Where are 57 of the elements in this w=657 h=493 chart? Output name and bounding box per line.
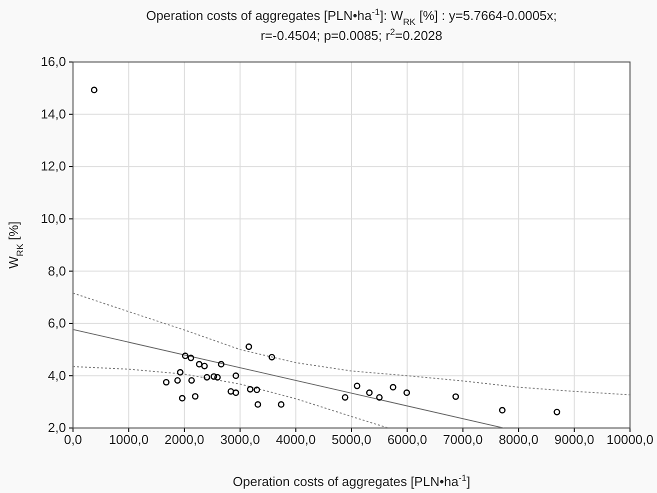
x-tick-label: 10000,0 bbox=[606, 432, 654, 448]
point bbox=[498, 406, 506, 414]
point bbox=[201, 362, 208, 370]
x-tick-label: 5000,0 bbox=[332, 432, 372, 448]
point bbox=[210, 373, 218, 380]
chart-title: Operation costs of aggregates [PLN•ha$^{-1}$]: W$_{RK}$ [%] : y=5.7664-0.0005x; bbox=[146, 7, 557, 27]
x-tick-label: 0,0 bbox=[64, 432, 82, 448]
x-tick-label: 7000,0 bbox=[443, 432, 483, 448]
point bbox=[246, 386, 254, 393]
point bbox=[366, 389, 373, 396]
point bbox=[192, 393, 198, 400]
x-tick-label: 3000,0 bbox=[220, 432, 260, 448]
point bbox=[178, 394, 186, 402]
x-tick-label: 8000,0 bbox=[498, 432, 538, 448]
x-tick-label: 2000,0 bbox=[164, 432, 204, 448]
point bbox=[232, 389, 240, 396]
y-tick-label: 4,0 bbox=[48, 368, 66, 383]
point bbox=[188, 354, 194, 362]
y-tick-label: 6,0 bbox=[48, 316, 66, 331]
x-tick-label: 4000,0 bbox=[276, 432, 316, 448]
y-tick-label: 2,0 bbox=[48, 420, 66, 436]
point bbox=[196, 360, 203, 368]
point bbox=[188, 377, 195, 384]
point bbox=[268, 354, 276, 360]
point bbox=[228, 388, 234, 395]
point bbox=[452, 393, 460, 400]
line-series bbox=[73, 292, 630, 396]
point bbox=[162, 378, 170, 386]
point bbox=[182, 352, 189, 360]
x-tick-label: 6000,0 bbox=[387, 432, 428, 448]
point bbox=[174, 377, 181, 384]
point bbox=[354, 382, 360, 390]
point bbox=[390, 384, 396, 391]
y-tick-label: 14,0 bbox=[40, 106, 66, 122]
point bbox=[232, 372, 240, 380]
chart-subtitle: r=-0.4504; p=0.0085; r$^{2}$=0.2028 bbox=[260, 27, 442, 43]
point bbox=[278, 401, 284, 408]
point bbox=[342, 394, 348, 401]
y-tick-label: 8,0 bbox=[48, 263, 66, 278]
point bbox=[403, 389, 410, 396]
point bbox=[254, 401, 262, 408]
point bbox=[90, 86, 98, 94]
point bbox=[204, 374, 210, 381]
point bbox=[376, 394, 383, 401]
x-axis-title: Operation costs of aggregates [PLN•ha$^{-1}$] bbox=[232, 473, 470, 489]
line-series bbox=[73, 366, 389, 428]
point bbox=[554, 408, 560, 416]
point bbox=[254, 386, 260, 394]
y-tick-label: 10,0 bbox=[40, 211, 66, 226]
point bbox=[214, 374, 221, 381]
point bbox=[246, 343, 252, 350]
y-tick-label: 12,0 bbox=[40, 158, 66, 174]
point bbox=[176, 369, 184, 376]
point bbox=[218, 360, 224, 368]
x-tick-label: 9000,0 bbox=[554, 432, 594, 448]
y-tick-label: 16,0 bbox=[40, 54, 66, 70]
x-tick-label: 1000,0 bbox=[108, 432, 149, 448]
